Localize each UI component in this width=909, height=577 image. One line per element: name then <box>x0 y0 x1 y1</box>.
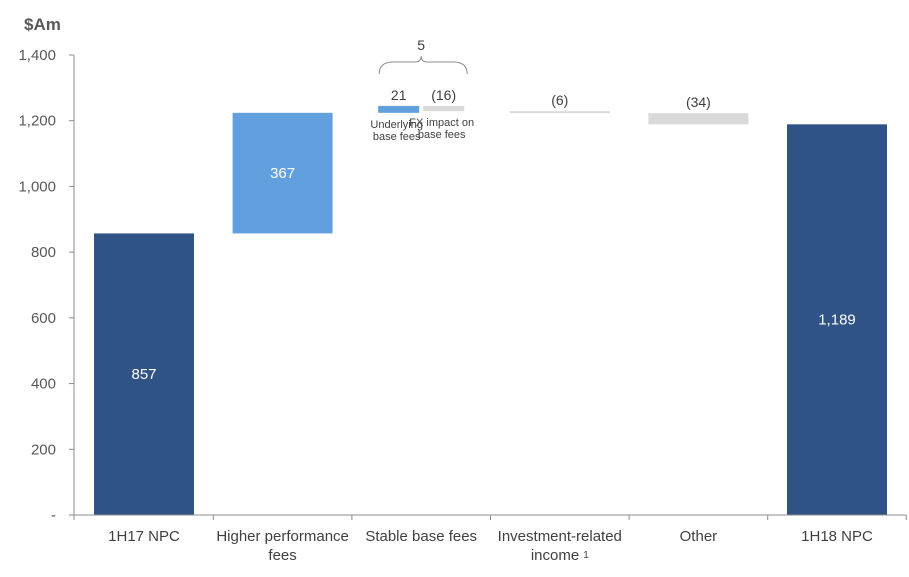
waterfall-bar-decrease <box>509 111 610 114</box>
bar-sub-label-line: Underlying <box>370 119 423 131</box>
bars-group <box>94 105 887 515</box>
x-category-label-line: 1H17 NPC <box>108 528 180 545</box>
waterfall-bar-total <box>787 124 887 515</box>
x-category-label-line: income <box>531 547 579 564</box>
x-category-label-line: Higher performance <box>216 528 349 545</box>
waterfall-bar-increase <box>232 112 333 234</box>
y-tick-label: 200 <box>31 441 56 458</box>
bar-sub-label-line: FX impact on <box>409 117 474 129</box>
x-category-label-line: fees <box>268 547 296 564</box>
x-category-label: Investment-related income 1 <box>498 528 622 564</box>
x-category-label-line: Stable base fees <box>365 528 477 545</box>
y-tick-label: 600 <box>31 310 56 327</box>
y-tick-label: - <box>51 507 56 524</box>
y-tick-label: 1,200 <box>18 113 56 130</box>
y-axis: - 200 400 600 800 1,000 1,200 1,400 <box>18 47 75 524</box>
x-category-label-line: Other <box>680 528 718 545</box>
labels-group: 857 367 21 Underlying base fees (16) FX impact… <box>131 37 855 383</box>
bar-sub-label-line: base fees <box>373 131 421 143</box>
bar-value-label: 21 <box>391 87 407 103</box>
y-tick-label: 800 <box>31 244 56 261</box>
x-category-label-line: 1H18 NPC <box>801 528 873 545</box>
x-category-label: Stable base fees <box>365 528 477 545</box>
bar-value-label: 367 <box>270 165 295 182</box>
bar-value-label: 1,189 <box>818 312 856 329</box>
bar-sub-label: FX impact on base fees <box>409 117 474 141</box>
x-axis: 1H17 NPC Higher performance fees Stable bas… <box>73 514 907 564</box>
x-category-label-line: Investment-related <box>498 528 622 545</box>
x-category-label: Other <box>680 528 718 545</box>
x-category-label: 1H18 NPC <box>801 528 873 545</box>
waterfall-bar-increase <box>378 105 420 113</box>
waterfall-bar-total <box>94 233 194 515</box>
bar-value-label: 857 <box>131 366 156 383</box>
waterfall-bar-decrease <box>423 105 465 112</box>
y-tick-label: 1,000 <box>18 178 56 195</box>
y-axis-unit-label: $Am <box>24 15 61 34</box>
brace-annotation-label: 5 <box>417 37 425 53</box>
x-category-label: Higher performance fees <box>216 528 349 564</box>
y-tick-label: 1,400 <box>18 47 56 64</box>
bar-value-label: (16) <box>431 87 456 103</box>
brace-annotation <box>378 55 468 75</box>
footnote-marker: 1 <box>583 550 589 561</box>
x-category-label: 1H17 NPC <box>108 528 180 545</box>
y-tick-label: 400 <box>31 376 56 393</box>
bar-value-label: (6) <box>551 92 568 108</box>
bar-sub-label-line: base fees <box>418 129 466 141</box>
bar-value-label: (34) <box>686 94 711 110</box>
bar-sub-label: Underlying base fees <box>370 119 423 143</box>
waterfall-bar-decrease <box>648 113 749 125</box>
